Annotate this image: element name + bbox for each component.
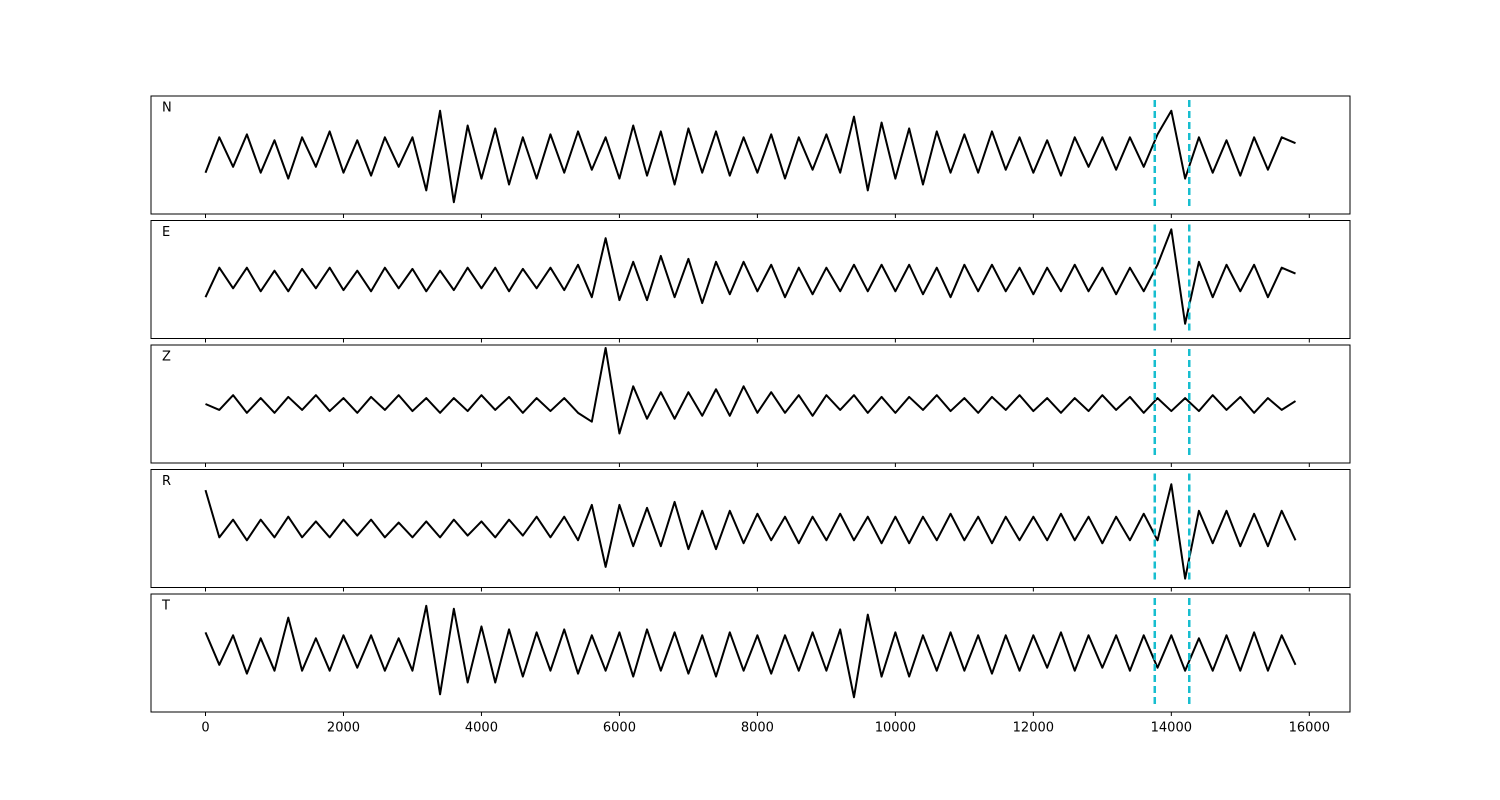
x-tick-label: 16000: [1289, 721, 1330, 736]
x-tick-label: 6000: [603, 721, 636, 736]
panel-frame: [150, 344, 1351, 464]
panel-label: Z: [162, 350, 171, 365]
x-tick-label: 12000: [1013, 721, 1054, 736]
trace: [204, 109, 1296, 204]
panel-frame: [150, 220, 1351, 339]
panel-label: T: [161, 599, 170, 614]
trace: [204, 604, 1297, 699]
trace: [204, 228, 1296, 325]
panel-label: N: [162, 101, 172, 116]
x-tick-label: 4000: [465, 721, 498, 736]
trace: [205, 346, 1297, 435]
x-tick-label: 8000: [741, 721, 774, 736]
x-tick-label: 10000: [875, 721, 916, 736]
x-tick-label: 2000: [327, 721, 360, 736]
trace: [204, 483, 1297, 580]
panel-label: E: [162, 225, 170, 240]
x-tick-label: 14000: [1151, 721, 1192, 736]
panel-label: R: [162, 474, 171, 489]
x-tick-label: 0: [201, 721, 209, 736]
